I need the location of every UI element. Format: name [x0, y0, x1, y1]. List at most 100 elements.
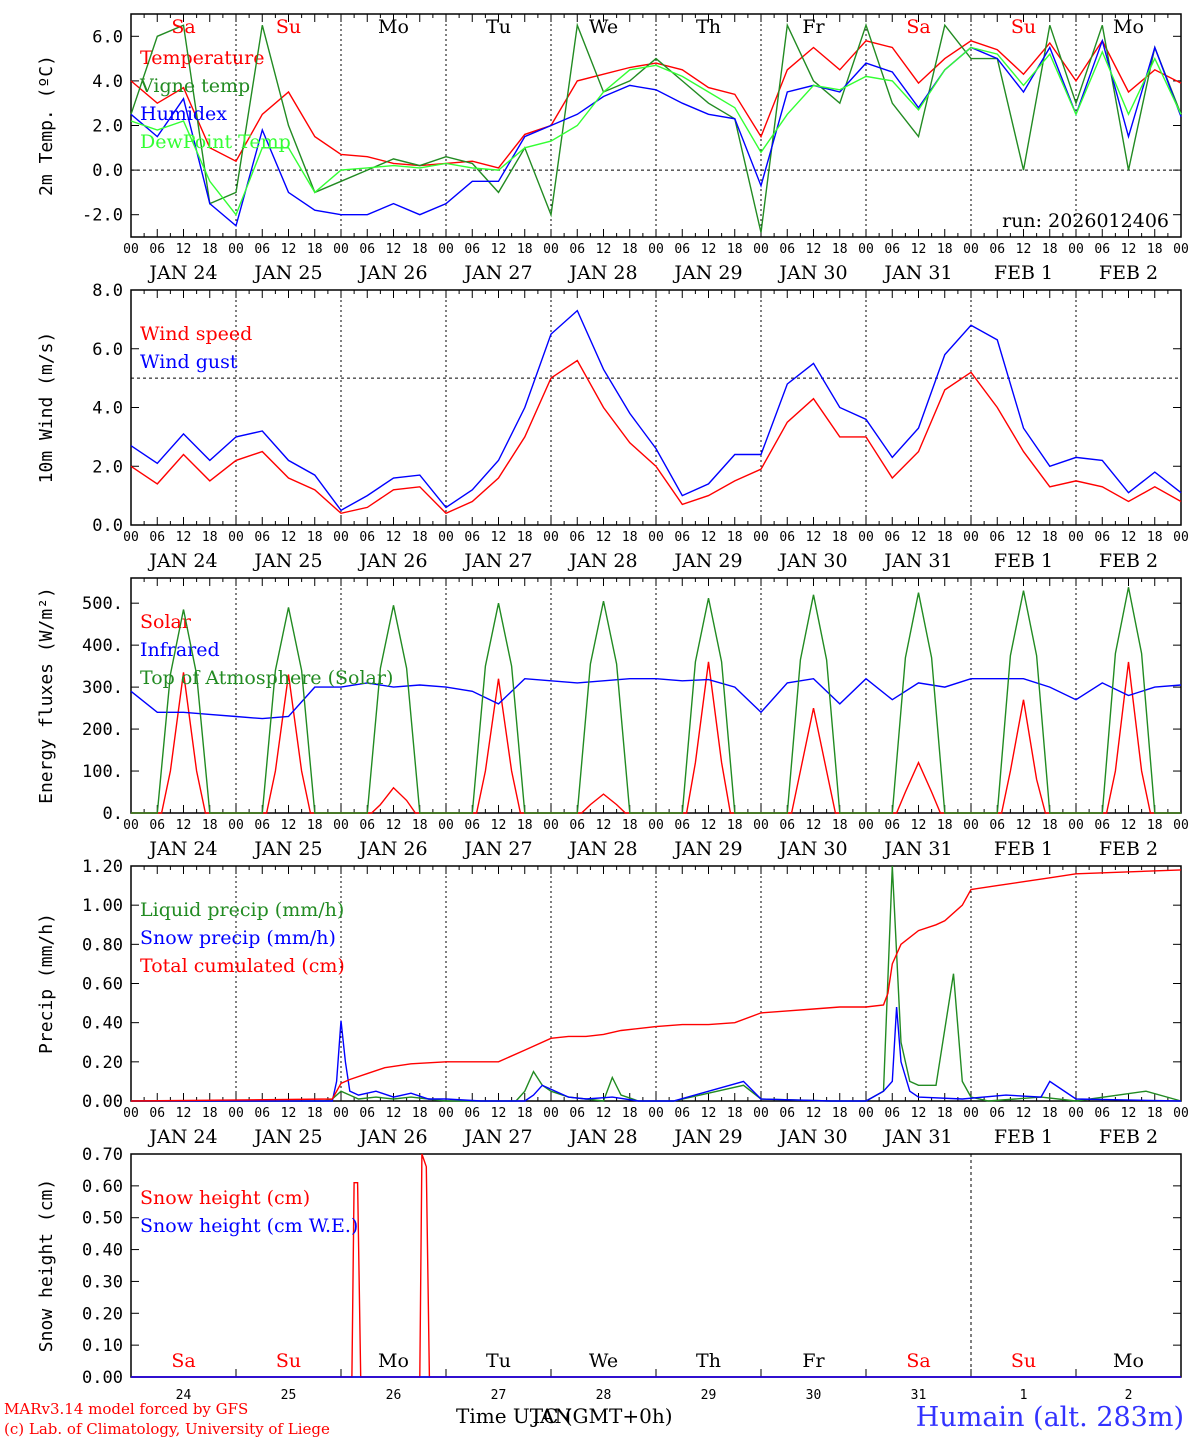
hour-tick-label: 00: [648, 530, 664, 545]
hour-tick-label: 00: [648, 1106, 664, 1121]
hour-tick-label: 06: [884, 242, 900, 257]
hour-tick-label: 00: [333, 242, 349, 257]
date-label: JAN 29: [672, 262, 742, 284]
hour-tick-label: 12: [386, 818, 402, 833]
y-tick-label: 0.30: [82, 1272, 123, 1292]
hour-tick-label: 18: [412, 242, 428, 257]
series-line-total-cumulated-cm: [130, 869, 1182, 1102]
hour-tick-label: 00: [438, 530, 454, 545]
date-label: JAN 29: [672, 550, 742, 572]
hour-tick-label: 06: [149, 530, 165, 545]
date-label: JAN 30: [777, 550, 847, 572]
weekday-label: Th: [696, 16, 721, 38]
date-label: JAN 28: [567, 262, 637, 284]
hour-tick-label: 18: [517, 530, 533, 545]
hour-tick-label: 00: [648, 242, 664, 257]
date-label: JAN 31: [882, 838, 952, 860]
legend-liquid-precip-mm-h: Liquid precip (mm/h): [140, 899, 344, 921]
weekday-label: We: [589, 16, 618, 38]
model-credit: MARv3.14 model forced by GFS: [4, 1400, 249, 1418]
day-number-label: 28: [596, 1388, 612, 1403]
date-label: JAN 30: [777, 1126, 847, 1148]
hour-tick-label: 12: [1016, 818, 1032, 833]
hour-tick-label: 18: [1042, 1106, 1058, 1121]
hour-tick-label: 18: [622, 530, 638, 545]
date-label: FEB 1: [994, 838, 1053, 860]
y-tick-label: 0.40: [82, 1014, 123, 1034]
y-tick-label: 0.0: [92, 161, 123, 181]
weekday-label: Su: [276, 1350, 301, 1372]
series-line-infrared: [130, 677, 1182, 720]
hour-tick-label: 00: [753, 818, 769, 833]
hour-tick-label: 12: [701, 530, 717, 545]
weekday-label: Tu: [486, 1350, 511, 1372]
hour-tick-label: 18: [1147, 242, 1163, 257]
hour-tick-label: 12: [1016, 1106, 1032, 1121]
hour-tick-label: 00: [1068, 1106, 1084, 1121]
time-axis-label: Time UTC (GMT+0h): [456, 1404, 673, 1428]
hour-tick-label: 06: [779, 818, 795, 833]
series-line-temperature: [130, 39, 1182, 169]
series-line-liquid-precip-mm-h: [131, 865, 1182, 1102]
hour-tick-label: 18: [517, 818, 533, 833]
y-tick-label: 400.: [82, 636, 123, 656]
date-label: JAN 27: [462, 1126, 532, 1148]
hour-tick-label: 12: [806, 818, 822, 833]
date-label: JAN 31: [882, 1126, 952, 1148]
hour-tick-label: 00: [123, 530, 139, 545]
hour-tick-label: 06: [674, 1106, 690, 1121]
y-tick-label: 2.0: [92, 457, 123, 477]
hour-tick-label: 18: [412, 530, 428, 545]
hour-tick-label: 12: [281, 1106, 297, 1121]
hour-tick-label: 18: [622, 242, 638, 257]
weekday-label: Su: [1011, 16, 1036, 38]
hour-tick-label: 12: [386, 242, 402, 257]
legend-top-of-atmosphere-solar: Top of Atmosphere (Solar): [140, 667, 393, 689]
hour-tick-label: 18: [517, 1106, 533, 1121]
y-axis-label: Snow height (cm): [36, 1179, 57, 1352]
y-tick-label: 300.: [82, 678, 123, 698]
hour-tick-label: 18: [937, 530, 953, 545]
hour-tick-label: 06: [989, 1106, 1005, 1121]
hour-tick-label: 06: [884, 1106, 900, 1121]
hour-tick-label: 12: [596, 1106, 612, 1121]
hour-tick-label: 00: [333, 530, 349, 545]
hour-tick-label: 18: [937, 818, 953, 833]
hour-tick-label: 18: [832, 242, 848, 257]
hour-tick-label: 00: [123, 242, 139, 257]
hour-tick-label: 06: [569, 1106, 585, 1121]
weekday-label: Th: [696, 1350, 721, 1372]
hour-tick-label: 06: [989, 530, 1005, 545]
legend-solar: Solar: [140, 611, 192, 633]
hour-tick-label: 12: [596, 242, 612, 257]
date-label: FEB 2: [1099, 262, 1158, 284]
date-label: JAN 24: [147, 1126, 217, 1148]
weekday-label: Sa: [906, 16, 930, 38]
hour-tick-label: 00: [1173, 530, 1189, 545]
hour-tick-label: 06: [254, 1106, 270, 1121]
y-axis-label: 10m Wind (m/s): [36, 332, 57, 484]
y-tick-label: 6.0: [92, 27, 123, 47]
hour-tick-label: 18: [832, 818, 848, 833]
day-number-label: 1: [1020, 1388, 1028, 1403]
hour-tick-label: 12: [1016, 530, 1032, 545]
hour-tick-label: 18: [1042, 242, 1058, 257]
hour-tick-label: 06: [989, 242, 1005, 257]
hour-tick-label: 06: [359, 530, 375, 545]
hour-tick-label: 18: [937, 1106, 953, 1121]
hour-tick-label: 12: [176, 818, 192, 833]
hour-tick-label: 00: [963, 530, 979, 545]
legend-temperature: Temperature: [140, 47, 264, 69]
legend-snow-height-cm-w-e: Snow height (cm W.E.): [140, 1215, 358, 1237]
y-tick-label: 0.10: [82, 1336, 123, 1356]
hour-tick-label: 00: [858, 530, 874, 545]
y-tick-label: -2.0: [82, 206, 123, 226]
hour-tick-label: 00: [1068, 242, 1084, 257]
hour-tick-label: 18: [202, 530, 218, 545]
series-line-snow-precip-mm-h: [131, 1006, 1182, 1102]
hour-tick-label: 12: [596, 818, 612, 833]
hour-tick-label: 00: [858, 818, 874, 833]
date-label: FEB 1: [994, 262, 1053, 284]
hour-tick-label: 06: [569, 530, 585, 545]
hour-tick-label: 18: [622, 818, 638, 833]
